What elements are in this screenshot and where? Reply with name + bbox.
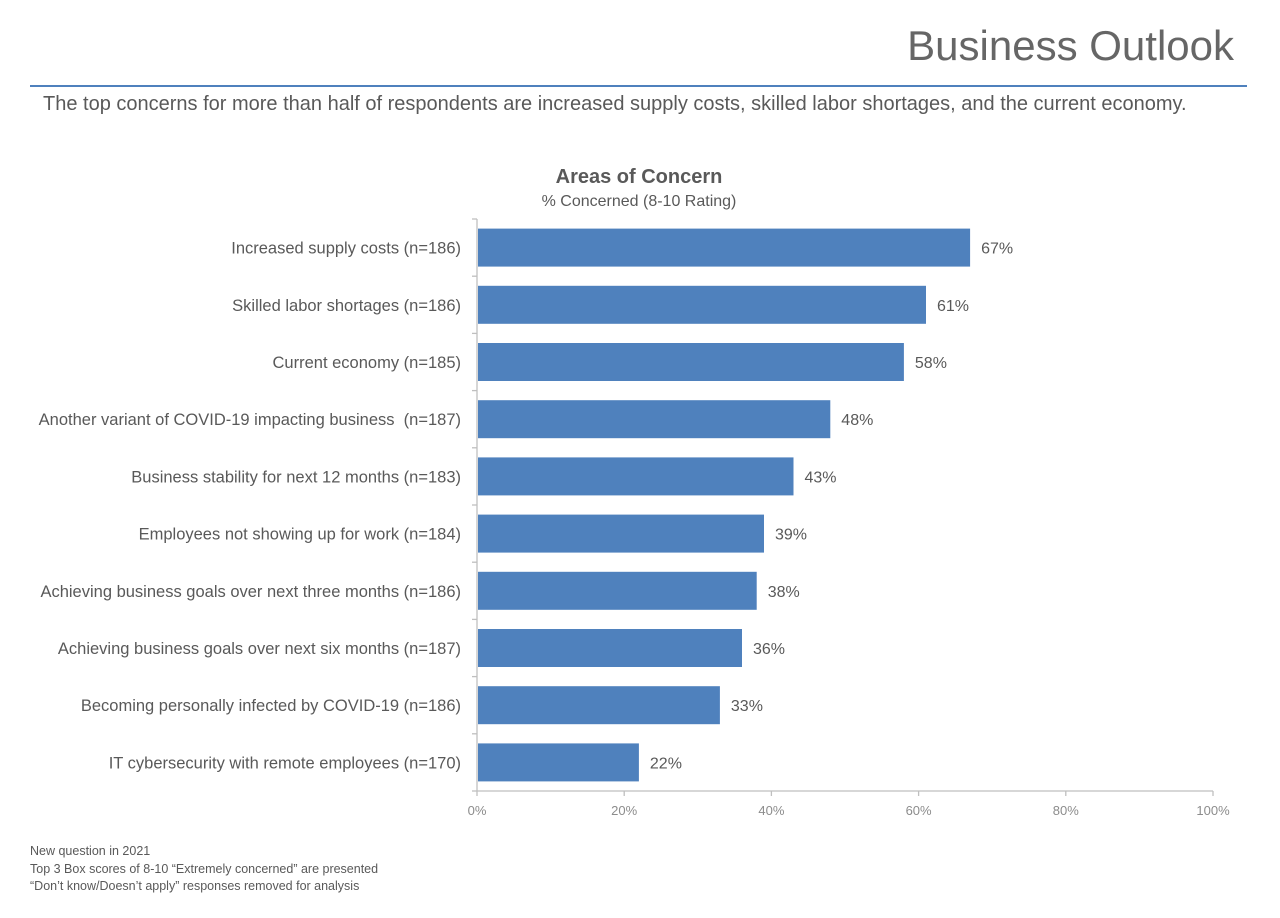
bar-10 (478, 743, 639, 782)
value-label: 61% (937, 298, 969, 315)
category-label: Business stability for next 12 months (n… (131, 468, 461, 486)
category-label: Becoming personally infected by COVID-19… (81, 697, 461, 715)
bar-6 (478, 514, 764, 553)
category-label: Current economy (n=185) (273, 354, 461, 372)
page-subtitle: The top concerns for more than half of r… (43, 93, 1187, 115)
category-label: Employees not showing up for work (n=184… (139, 526, 461, 544)
value-label: 43% (805, 469, 837, 486)
bar-2 (478, 285, 926, 324)
footnote-line: New question in 2021 (30, 844, 151, 858)
value-label: 36% (753, 641, 785, 658)
x-tick-label: 0% (468, 803, 487, 818)
category-label: Increased supply costs (n=186) (231, 240, 461, 258)
page-title: Business Outlook (907, 22, 1234, 69)
footnotes: New question in 2021 Top 3 Box scores of… (30, 843, 378, 896)
value-label: 58% (915, 355, 947, 372)
bar-7 (478, 571, 757, 610)
x-tick-label: 40% (758, 803, 784, 818)
bar-5 (478, 457, 794, 496)
value-label: 67% (981, 241, 1013, 258)
bar-8 (478, 629, 742, 667)
value-label: 39% (775, 527, 807, 544)
value-label: 22% (650, 755, 682, 772)
category-label: Achieving business goals over next six m… (58, 640, 461, 658)
bar-3 (478, 343, 904, 381)
footnote-line: Top 3 Box scores of 8-10 “Extremely conc… (30, 861, 379, 876)
category-label: Another variant of COVID-19 impacting bu… (39, 411, 461, 429)
value-label: 48% (841, 412, 873, 429)
bar-4 (478, 400, 831, 439)
x-tick-label: 60% (906, 803, 932, 818)
chart-subtitle: % Concerned (8-10 Rating) (542, 193, 737, 210)
x-tick-label: 100% (1196, 803, 1230, 818)
bar-9 (478, 686, 720, 725)
value-label: 33% (731, 698, 763, 715)
x-tick-label: 20% (611, 803, 637, 818)
category-label: Skilled labor shortages (n=186) (232, 297, 461, 315)
bar-1 (478, 228, 971, 267)
chart-title: Areas of Concern (556, 166, 723, 188)
footnote-line: “Don’t know/Doesn’t apply” responses rem… (30, 879, 360, 893)
value-label: 38% (768, 584, 800, 601)
category-label: Achieving business goals over next three… (40, 583, 461, 601)
x-tick-label: 80% (1053, 803, 1079, 818)
category-label: IT cybersecurity with remote employees (… (109, 754, 461, 772)
title-rule (30, 85, 1247, 87)
